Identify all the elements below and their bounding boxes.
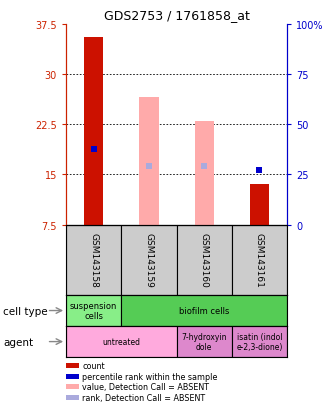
Text: GSM143158: GSM143158 bbox=[89, 233, 98, 287]
Text: untreated: untreated bbox=[102, 337, 140, 346]
Text: GSM143159: GSM143159 bbox=[145, 233, 153, 287]
Title: GDS2753 / 1761858_at: GDS2753 / 1761858_at bbox=[104, 9, 249, 22]
Text: isatin (indol
e-2,3-dione): isatin (indol e-2,3-dione) bbox=[236, 332, 283, 351]
Bar bbox=[84, 38, 103, 225]
Text: value, Detection Call = ABSENT: value, Detection Call = ABSENT bbox=[82, 382, 210, 391]
Bar bbox=[66, 326, 177, 357]
Text: biofilm cells: biofilm cells bbox=[179, 306, 229, 315]
Text: suspension
cells: suspension cells bbox=[70, 301, 117, 320]
Text: GSM143160: GSM143160 bbox=[200, 233, 209, 287]
Bar bbox=[177, 225, 232, 295]
Bar bbox=[66, 295, 121, 326]
Bar bbox=[250, 185, 269, 225]
Text: agent: agent bbox=[3, 337, 33, 347]
Text: 7-hydroxyin
dole: 7-hydroxyin dole bbox=[182, 332, 227, 351]
Bar bbox=[232, 225, 287, 295]
Text: count: count bbox=[82, 361, 105, 370]
Text: percentile rank within the sample: percentile rank within the sample bbox=[82, 372, 218, 381]
Bar bbox=[121, 295, 287, 326]
Bar bbox=[177, 326, 232, 357]
Bar bbox=[232, 326, 287, 357]
Text: GSM143161: GSM143161 bbox=[255, 233, 264, 287]
Bar bbox=[194, 121, 214, 225]
Bar bbox=[66, 225, 121, 295]
Text: cell type: cell type bbox=[3, 306, 48, 316]
Bar bbox=[121, 225, 177, 295]
Bar bbox=[139, 98, 159, 225]
Text: rank, Detection Call = ABSENT: rank, Detection Call = ABSENT bbox=[82, 393, 206, 402]
